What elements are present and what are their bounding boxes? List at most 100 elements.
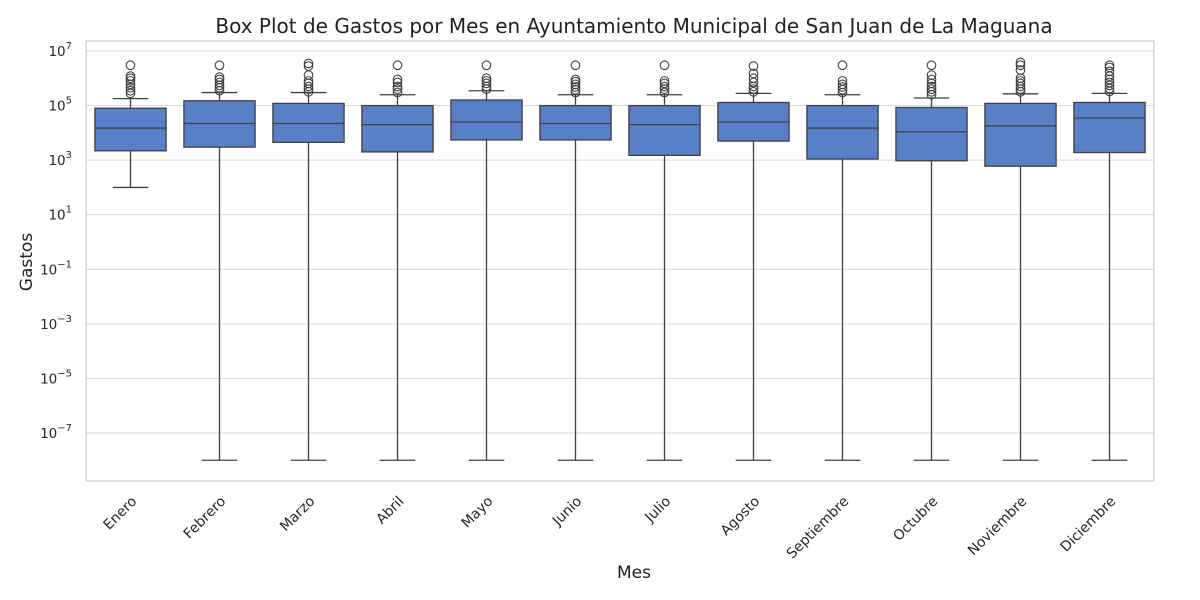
outlier-point [570, 74, 581, 85]
outlier-point [1104, 60, 1115, 71]
box-group [94, 60, 167, 189]
outlier-point [1015, 76, 1026, 86]
y-tick-label: 103 [48, 150, 72, 169]
outlier-point [481, 73, 492, 84]
box-group [272, 58, 345, 461]
y-tick-exponent: −5 [57, 368, 72, 379]
outlier-point [748, 73, 759, 84]
x-axis-label: Mes [617, 563, 651, 583]
y-tick-exponent: −1 [57, 259, 72, 270]
y-tick-label: 10−7 [40, 423, 72, 442]
outlier-point [837, 76, 848, 86]
outlier-point [392, 81, 403, 92]
outlier-point [125, 60, 136, 71]
box-group [628, 60, 701, 461]
x-tick-label: Septiembre [784, 494, 853, 563]
y-tick-base: 10 [48, 153, 65, 169]
outlier-point [926, 60, 937, 71]
y-tick-base: 10 [40, 317, 57, 333]
y-tick-exponent: 7 [66, 41, 72, 52]
outlier-point [125, 82, 136, 93]
outlier-point [926, 81, 937, 92]
outlier-point [303, 76, 314, 86]
x-tick-label: Octubre [890, 494, 941, 545]
y-tick-label: 10−1 [40, 259, 72, 278]
outlier-point [1015, 57, 1026, 68]
box-group [361, 60, 434, 461]
outlier-point [303, 81, 314, 92]
box-group [984, 57, 1057, 461]
x-tick-label: Diciembre [1057, 494, 1119, 556]
y-tick-base: 10 [48, 99, 65, 115]
y-axis-label: Gastos [17, 233, 37, 292]
box-iqr [806, 104, 879, 160]
outlier-point [125, 71, 136, 81]
outlier-point [748, 68, 759, 79]
x-tick-label: Febrero [181, 494, 230, 543]
outlier-point [837, 79, 848, 90]
box-group [539, 60, 612, 461]
outlier-point [303, 70, 314, 81]
outlier-point [1104, 66, 1115, 77]
outlier-point [659, 76, 670, 86]
outlier-point [125, 76, 136, 86]
outlier-point [748, 86, 759, 97]
y-tick-label: 10−3 [40, 314, 72, 333]
x-tick-label: Noviembre [965, 494, 1030, 559]
x-tick-label: Abril [373, 494, 407, 528]
y-tick-exponent: 3 [66, 150, 72, 161]
chart-title: Box Plot de Gastos por Mes en Ayuntamien… [215, 14, 1052, 38]
outlier-point [1015, 65, 1026, 75]
y-tick-exponent: −3 [57, 314, 72, 325]
box-iqr [539, 104, 612, 141]
y-tick-exponent: 1 [66, 205, 72, 216]
outlier-point [303, 58, 314, 69]
outlier-point [481, 76, 492, 86]
box-group [183, 60, 256, 461]
outlier-point [926, 70, 937, 81]
box-group [450, 60, 523, 461]
y-tick-label: 105 [48, 96, 72, 115]
outlier-point [214, 77, 225, 88]
outlier-point [1015, 78, 1026, 89]
outlier-point [392, 74, 403, 85]
outlier-point [570, 79, 581, 90]
x-tick-label: Agosto [718, 494, 764, 540]
box-iqr [450, 99, 523, 141]
outlier-point [125, 85, 136, 96]
box-group [1073, 60, 1146, 461]
outlier-point [392, 77, 403, 88]
outlier-point [837, 60, 848, 71]
outlier-point [659, 60, 670, 71]
outlier-point [481, 60, 492, 71]
outlier-point [214, 74, 225, 85]
y-tick-exponent: −7 [57, 423, 72, 434]
outlier-point [926, 84, 937, 94]
outlier-point [303, 61, 314, 71]
outlier-point [748, 61, 759, 71]
box-iqr [94, 107, 167, 152]
box-group [717, 61, 790, 461]
x-tick-label: Marzo [277, 494, 318, 535]
x-tick-label: Mayo [458, 494, 496, 532]
outlier-point [659, 81, 670, 92]
y-tick-label: 101 [48, 205, 72, 224]
outlier-point [392, 87, 403, 98]
outlier-point [481, 78, 492, 89]
plot-frame [85, 40, 1155, 482]
y-tick-base: 10 [40, 262, 57, 278]
outlier-point [926, 74, 937, 85]
boxes [94, 57, 1146, 461]
x-tick-labels: Enero Febrero Marzo Abril Mayo Junio Julio Agos… [100, 494, 1119, 563]
y-tick-exponent: 5 [66, 96, 72, 107]
outlier-point [1104, 80, 1115, 91]
y-tick-label: 10−5 [40, 368, 72, 387]
box-iqr [628, 104, 701, 156]
x-tick-label: Julio [642, 494, 675, 527]
box-iqr [1073, 101, 1146, 154]
outlier-point [748, 84, 759, 94]
y-tick-base: 10 [48, 208, 65, 224]
